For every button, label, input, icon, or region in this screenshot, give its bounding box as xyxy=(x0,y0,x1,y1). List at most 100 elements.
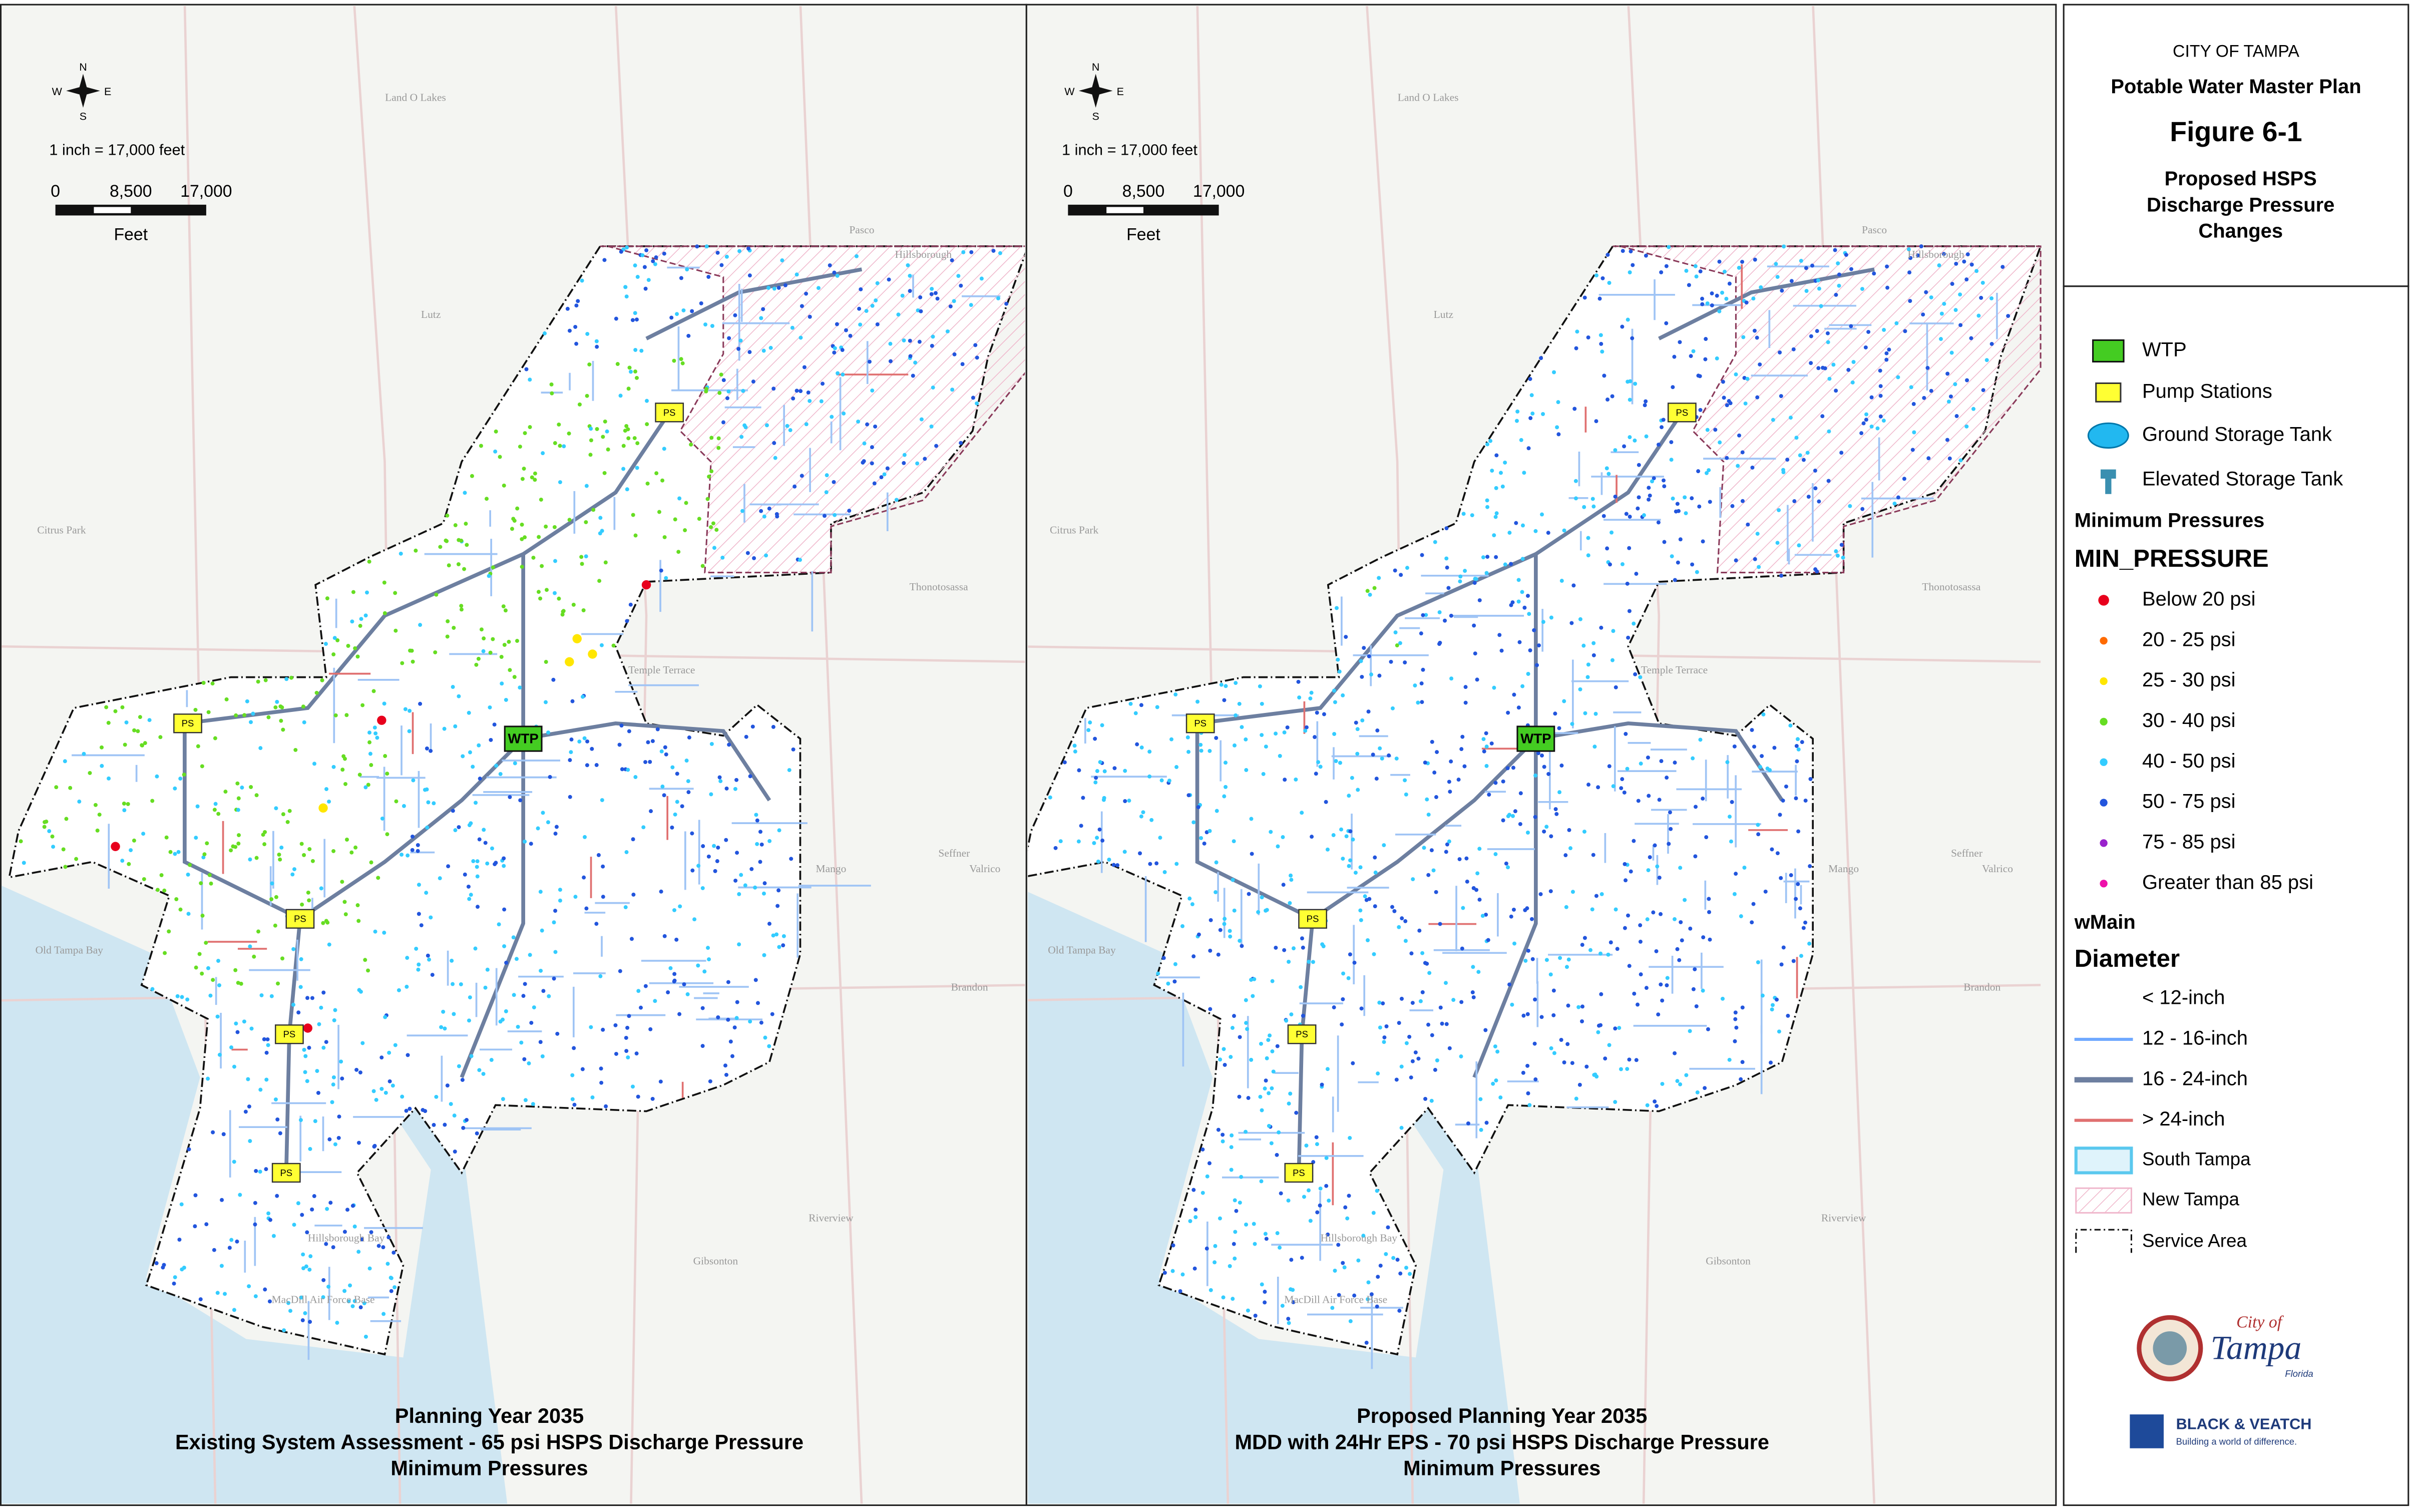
pressure-node xyxy=(759,842,764,847)
pressure-swatch xyxy=(2100,839,2108,847)
pressure-node xyxy=(1646,755,1650,760)
pressure-node xyxy=(193,1193,198,1198)
pressure-node xyxy=(319,1005,323,1010)
pressure-node xyxy=(461,754,465,759)
pressure-node xyxy=(1425,961,1429,966)
pressure-node xyxy=(213,736,217,740)
pressure-node xyxy=(1162,1271,1167,1275)
pressure-node xyxy=(1427,971,1432,975)
pressure-node xyxy=(1626,380,1630,384)
pressure-node xyxy=(557,422,561,427)
pressure-node xyxy=(766,286,771,290)
pressure-node xyxy=(748,774,752,779)
scale-tick: 8,500 xyxy=(1122,182,1165,201)
place-label: Hillsborough Bay xyxy=(1321,1232,1398,1244)
pressure-node xyxy=(832,350,837,355)
pressure-node xyxy=(393,628,398,633)
pressure-node xyxy=(1688,926,1693,931)
pressure-node xyxy=(298,1118,303,1122)
pressure-node xyxy=(1429,1098,1434,1103)
place-label: MacDill Air Force Base xyxy=(272,1294,375,1306)
pressure-node xyxy=(1249,1057,1254,1062)
pressure-node xyxy=(345,838,349,842)
pressure-node xyxy=(1048,795,1052,800)
pressure-node xyxy=(1562,528,1566,533)
pressure-node xyxy=(1586,335,1590,339)
pressure-node xyxy=(405,984,409,989)
pressure-node xyxy=(1569,621,1574,625)
wtp-label: WTP xyxy=(1520,730,1551,746)
pressure-node xyxy=(373,731,378,735)
pressure-node xyxy=(1490,469,1494,473)
pressure-node xyxy=(1655,1104,1659,1108)
pressure-node xyxy=(1644,399,1648,404)
pressure-node xyxy=(1369,672,1374,677)
pressure-node xyxy=(88,771,92,775)
pressure-node xyxy=(650,739,655,743)
pressure-node xyxy=(247,1284,251,1289)
pressure-node xyxy=(672,979,676,984)
pressure-node xyxy=(511,935,516,940)
pressure-node xyxy=(1484,764,1489,768)
pressure-node xyxy=(1578,687,1582,691)
pressure-node xyxy=(1882,327,1886,332)
pressure-node xyxy=(1796,882,1800,886)
pressure-node xyxy=(1684,1073,1689,1077)
pressure-node xyxy=(452,1012,456,1016)
pressure-node xyxy=(1228,1264,1232,1268)
gst-symbol xyxy=(2087,422,2129,449)
pressure-node xyxy=(1387,753,1391,758)
pressure-node xyxy=(463,491,467,495)
pressure-node xyxy=(1639,762,1643,766)
pressure-node xyxy=(1209,1288,1213,1292)
pressure-node xyxy=(1704,337,1708,341)
pressure-node xyxy=(1648,855,1652,860)
pressure-node xyxy=(1186,749,1191,754)
pressure-node xyxy=(560,612,565,617)
pressure-node xyxy=(931,334,935,339)
pressure-node xyxy=(64,817,69,821)
pressure-node xyxy=(1200,1147,1205,1152)
pressure-node xyxy=(282,1328,286,1333)
pressure-node xyxy=(179,1202,184,1207)
pressure-node xyxy=(727,336,731,340)
pressure-node xyxy=(1480,914,1485,918)
pressure-node xyxy=(569,750,573,754)
pressure-node xyxy=(1655,864,1660,869)
pressure-node xyxy=(1378,746,1382,750)
pressure-node xyxy=(1586,553,1590,558)
pressure-node xyxy=(1626,317,1630,322)
pressure-node xyxy=(363,958,367,962)
pressure-node xyxy=(624,294,629,299)
pressure-node xyxy=(1551,988,1556,993)
pressure-node xyxy=(276,981,280,986)
pressure-node xyxy=(258,1170,262,1174)
pressure-node xyxy=(706,946,710,950)
city: CITY OF TAMPA xyxy=(2173,42,2299,61)
pressure-node xyxy=(1750,728,1754,732)
pressure-node xyxy=(1514,419,1519,423)
pressure-node xyxy=(1221,1132,1225,1137)
pressure-node xyxy=(1347,1194,1351,1198)
pressure-node xyxy=(456,562,461,566)
place-label: Thonotosassa xyxy=(910,581,968,593)
pressure-node xyxy=(51,845,56,849)
pressure-node xyxy=(1258,1094,1263,1099)
pressure-node xyxy=(1233,1256,1237,1261)
pressure-node xyxy=(1613,1026,1618,1031)
pressure-node xyxy=(407,729,412,733)
pressure-node xyxy=(1521,1013,1526,1018)
pressure-node xyxy=(1705,428,1710,432)
pressure-node xyxy=(1979,295,1983,300)
pressure-node xyxy=(1238,939,1242,943)
place-label: Hillsborough Bay xyxy=(308,1232,385,1244)
pressure-node xyxy=(635,275,640,279)
pressure-node xyxy=(1263,1086,1267,1091)
pressure-node xyxy=(1363,894,1367,899)
pressure-node xyxy=(1837,272,1841,277)
pressure-node xyxy=(1789,279,1794,283)
pressure-node xyxy=(1426,873,1431,877)
pressure-node xyxy=(1318,1203,1322,1208)
pressure-node xyxy=(1516,705,1521,710)
pressure-node xyxy=(541,811,545,815)
